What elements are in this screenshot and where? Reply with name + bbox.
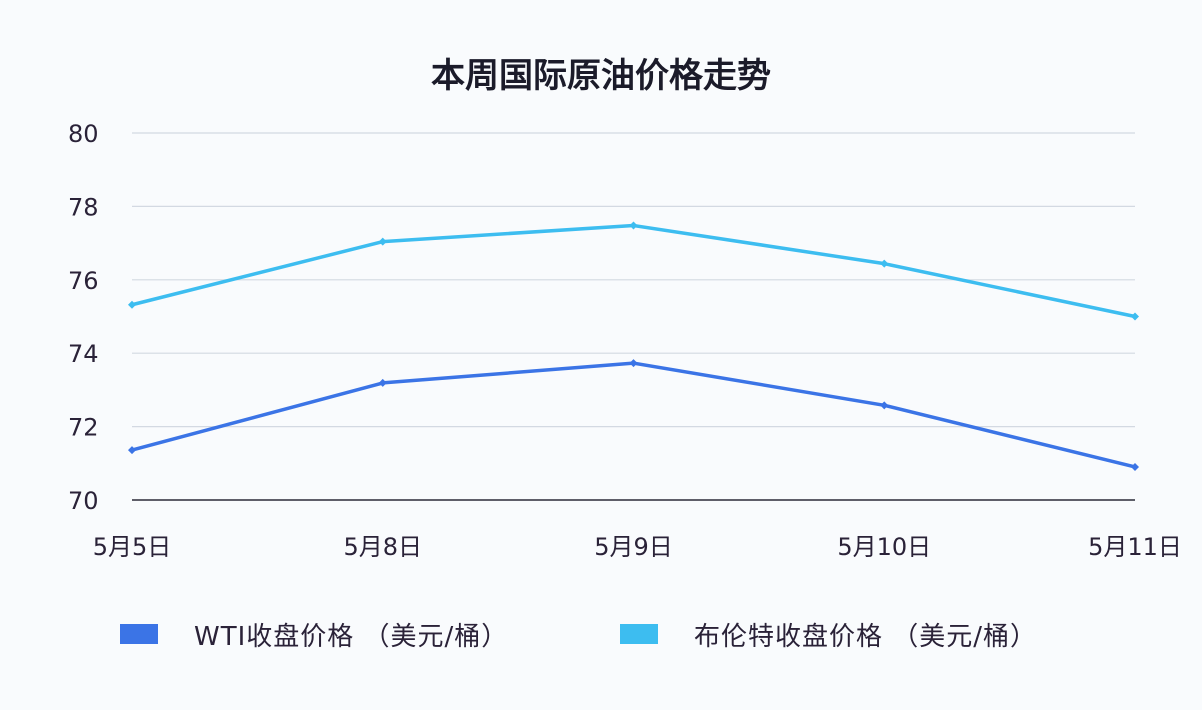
x-tick-label: 5月9日: [594, 533, 673, 561]
y-tick-label: 78: [68, 193, 99, 221]
legend-item-wti[interactable]: WTI收盘价格 （美元/桶）: [120, 614, 508, 654]
y-axis-ticks: 70 72 74 76 78 80: [68, 120, 99, 515]
data-point-marker[interactable]: [1131, 462, 1139, 471]
series-line-0: [131, 361, 1136, 469]
legend-item-brent[interactable]: 布伦特收盘价格 （美元/桶）: [620, 614, 1037, 654]
x-axis-ticks: 5月5日 5月8日 5月9日 5月10日 5月11日: [93, 533, 1182, 561]
legend-swatch-brent: [620, 624, 658, 644]
gridlines: [132, 132, 1135, 501]
y-tick-label: 70: [68, 487, 99, 515]
data-point-marker[interactable]: [880, 259, 889, 268]
legend: WTI收盘价格 （美元/桶） 布伦特收盘价格 （美元/桶）: [0, 614, 1202, 654]
data-point-marker[interactable]: [629, 359, 638, 368]
line-chart: 70 72 74 76 78 80 5月5日 5月8日 5月9日 5月10日 5月11日: [68, 120, 1182, 561]
y-tick-label: 80: [68, 120, 99, 148]
data-point-marker[interactable]: [378, 378, 387, 387]
x-tick-label: 5月5日: [93, 533, 172, 561]
chart-title: 本周国际原油价格走势: [431, 56, 771, 96]
x-tick-label: 5月8日: [343, 533, 422, 561]
data-point-marker[interactable]: [629, 221, 638, 230]
y-tick-label: 72: [68, 414, 99, 442]
legend-label-wti: WTI收盘价格 （美元/桶）: [194, 621, 509, 652]
data-point-marker[interactable]: [378, 237, 387, 246]
series-line-1: [131, 223, 1136, 319]
data-point-marker[interactable]: [128, 300, 136, 309]
x-tick-label: 5月11日: [1088, 533, 1182, 561]
data-point-marker[interactable]: [128, 446, 136, 455]
legend-label-brent: 布伦特收盘价格 （美元/桶）: [694, 621, 1038, 652]
x-tick-label: 5月10日: [837, 533, 931, 561]
legend-swatch-wti: [120, 624, 158, 644]
data-series: [128, 221, 1139, 471]
y-tick-label: 74: [68, 340, 99, 368]
y-tick-label: 76: [68, 267, 99, 295]
data-point-marker[interactable]: [880, 401, 889, 410]
data-point-marker[interactable]: [1131, 312, 1139, 321]
